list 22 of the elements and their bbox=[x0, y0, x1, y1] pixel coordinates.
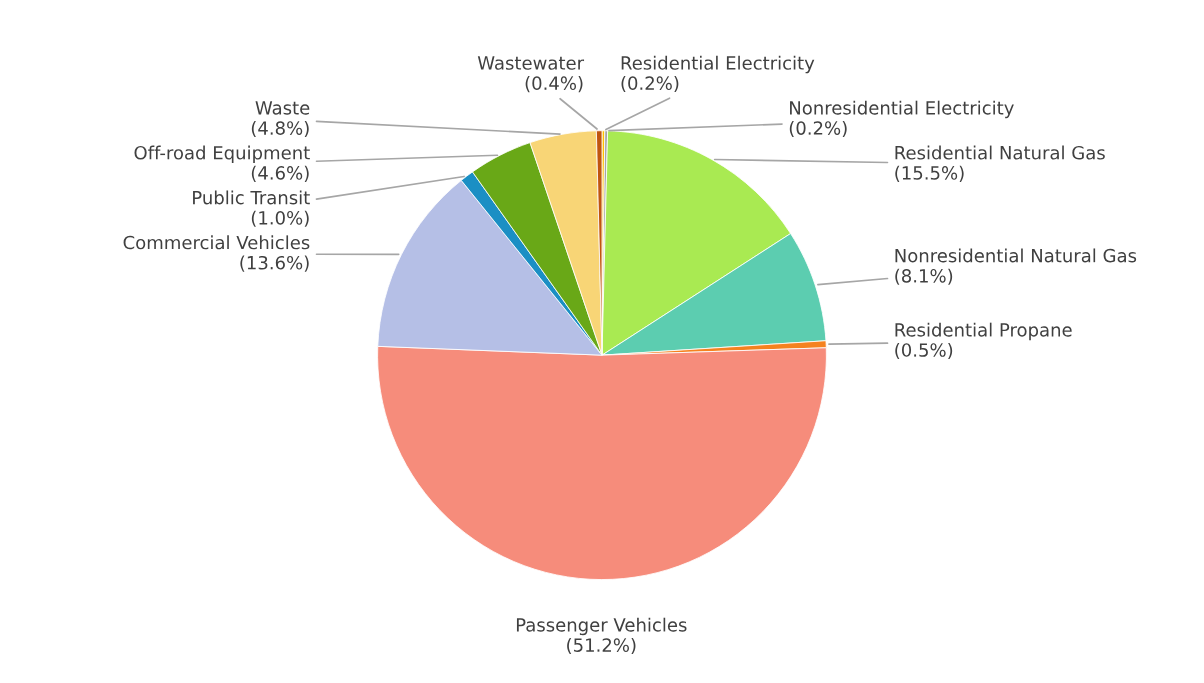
slice-label: Off-road Equipment bbox=[134, 145, 310, 164]
data-label: (4.6%) bbox=[251, 165, 309, 182]
slice-label: Residential Natural Gas bbox=[895, 145, 1105, 160]
data-label: (1.0%) bbox=[251, 210, 309, 227]
data-label: (15.5%) bbox=[895, 165, 964, 182]
data-label: (0.2%) bbox=[621, 76, 679, 93]
data-label: (8.1%) bbox=[895, 268, 953, 285]
slice-label: Passenger Vehicles bbox=[516, 617, 687, 636]
data-label: (4.8%) bbox=[251, 120, 309, 138]
slice-label: Wastewater bbox=[477, 56, 585, 70]
data-label: (51.2%) bbox=[567, 637, 636, 655]
slice-label: Residential Electricity bbox=[621, 55, 815, 74]
data-label: (0.4%) bbox=[525, 76, 583, 93]
slice-label: Public Transit bbox=[193, 190, 310, 205]
slice-label: Waste bbox=[255, 101, 310, 115]
slice-label: Residential Propane bbox=[895, 322, 1072, 341]
slice-label: Nonresidential Natural Gas bbox=[895, 248, 1137, 263]
data-label: (13.6%) bbox=[240, 255, 309, 272]
slice-label: Commercial Vehicles bbox=[123, 235, 310, 250]
slice-label: Nonresidential Electricity bbox=[790, 100, 1014, 119]
data-label: (0.2%) bbox=[789, 120, 847, 137]
data-label: (0.5%) bbox=[895, 342, 953, 359]
